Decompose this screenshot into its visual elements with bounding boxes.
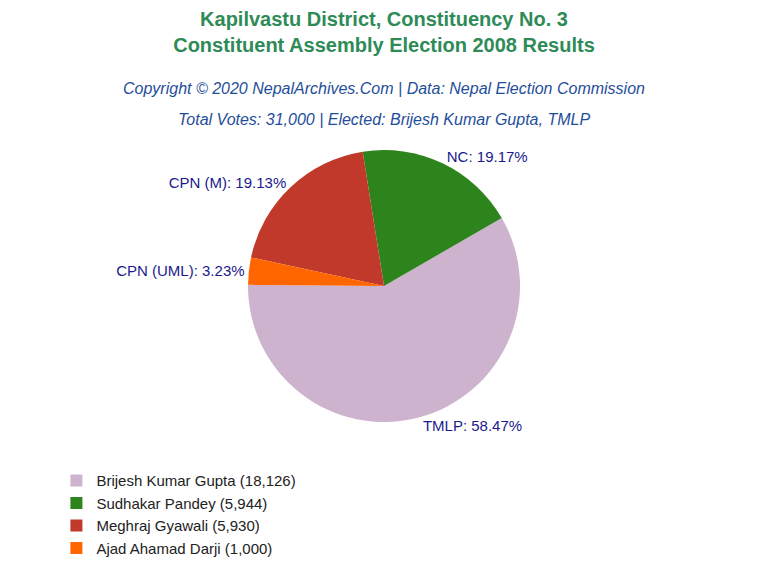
svg-text:Kapilvastu District, Constitue: Kapilvastu District, Constituency No. 3C…	[173, 8, 595, 56]
svg-text:Total Votes: 31,000 | Elected:: Total Votes: 31,000 | Elected: Brijesh K…	[178, 111, 590, 128]
svg-text:Sudhakar Pandey (5,944): Sudhakar Pandey (5,944)	[96, 495, 267, 512]
svg-text:Brijesh Kumar Gupta (18,126): Brijesh Kumar Gupta (18,126)	[96, 472, 295, 489]
svg-text:TMLP: 58.47%: TMLP: 58.47%	[423, 417, 522, 434]
svg-text:CPN (UML): 3.23%: CPN (UML): 3.23%	[116, 262, 244, 279]
svg-text:Ajad Ahamad Darji (1,000): Ajad Ahamad Darji (1,000)	[96, 540, 272, 557]
svg-text:NC: 19.17%: NC: 19.17%	[447, 148, 528, 165]
svg-text:Copyright © 2020 NepalArchives: Copyright © 2020 NepalArchives.Com | Dat…	[123, 80, 645, 97]
svg-text:CPN (M): 19.13%: CPN (M): 19.13%	[169, 174, 287, 191]
svg-text:Meghraj Gyawali (5,930): Meghraj Gyawali (5,930)	[96, 517, 259, 534]
